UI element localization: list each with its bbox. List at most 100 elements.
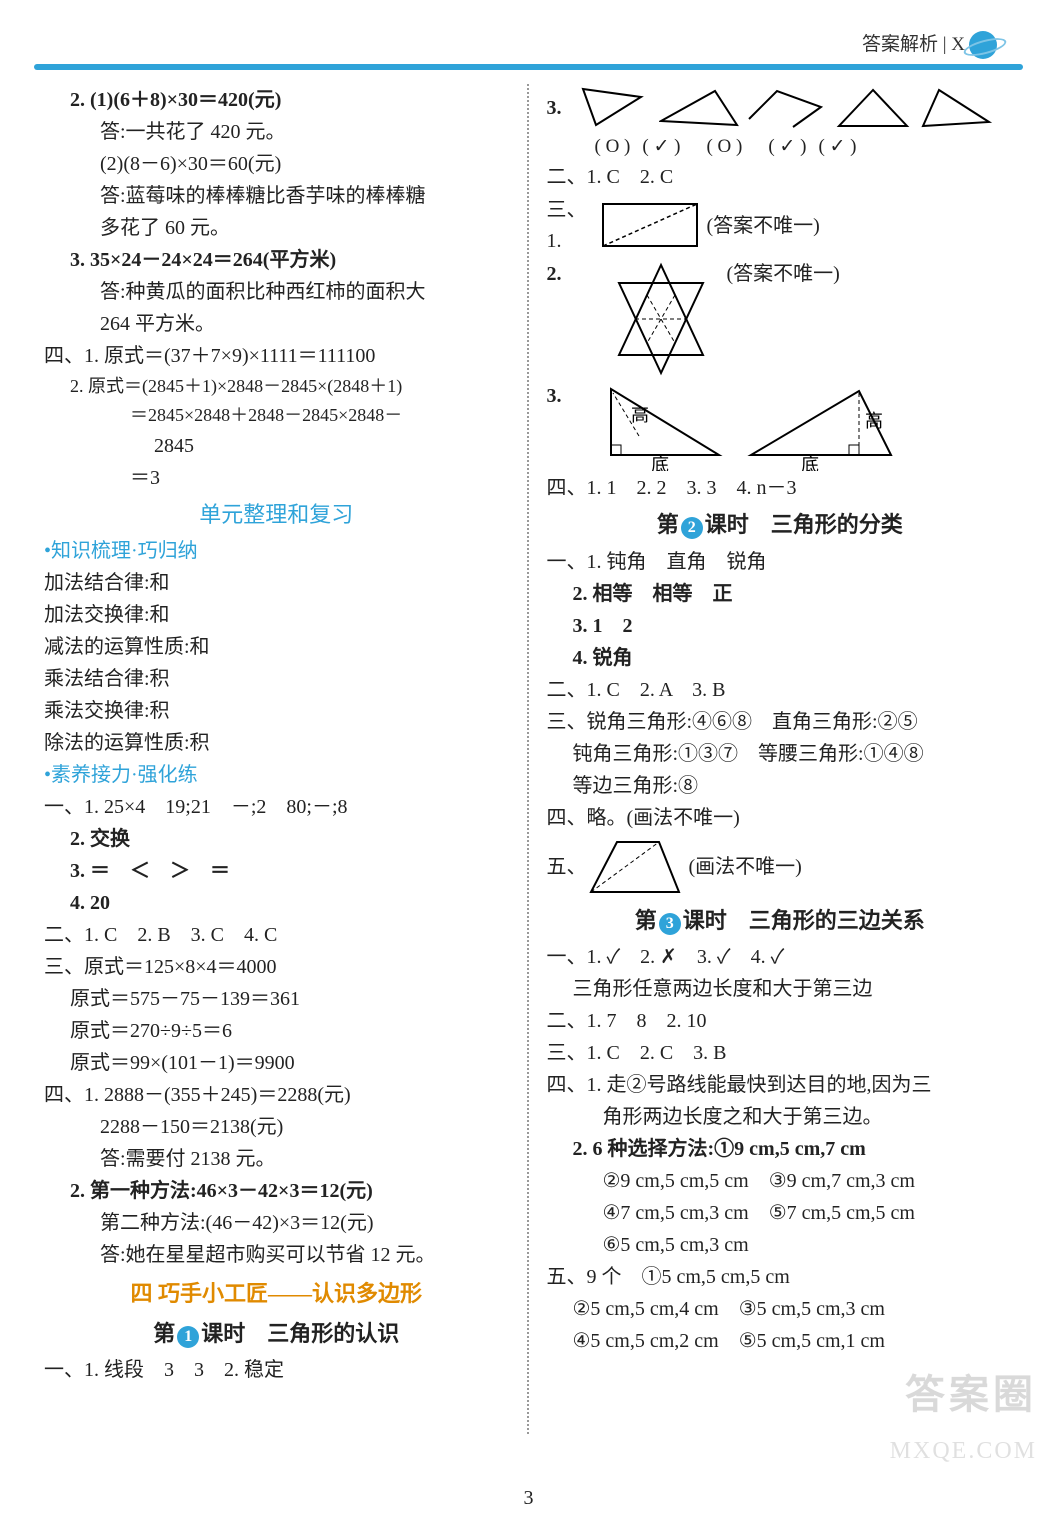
triangle-icon — [835, 86, 913, 130]
text: 乘法结合律:积 — [44, 664, 509, 695]
unit-title: 单元整理和复习 — [44, 498, 509, 532]
text: 原式＝99×(101－1)＝9900 — [44, 1048, 509, 1079]
triangles-row: 3. — [547, 86, 1014, 130]
lesson-prefix: 第 — [657, 512, 679, 537]
text: 2. 第一种方法:46×3－42×3＝12(元) — [44, 1176, 509, 1207]
text: (2)(8－6)×30＝60(元) — [44, 149, 509, 180]
label-gao: 高 — [631, 405, 649, 425]
text: 答:她在星星超市购买可以节省 12 元。 — [44, 1240, 509, 1271]
triangle-icon — [581, 87, 653, 129]
text: 五、9 个 ①5 cm,5 cm,5 cm — [547, 1262, 1014, 1293]
star-hexagram-icon — [601, 259, 721, 379]
text: 答:种黄瓜的面积比种西红柿的面积大 — [44, 277, 509, 308]
text: 第二种方法:(46－42)×3＝12(元) — [44, 1208, 509, 1239]
mark: ( ✓ ) — [642, 132, 680, 161]
text: 答:蓝莓味的棒棒糖比香芋味的棒棒糖 — [44, 181, 509, 212]
text: 2. (1)(6＋8)×30＝420(元) — [44, 85, 509, 116]
text: 一、1. ✓ 2. ✗ 3. ✓ 4. ✓ — [547, 942, 1014, 973]
text: 四、1. 2888－(355＋245)＝2288(元) — [44, 1080, 509, 1111]
star-answer: 2. (答案不唯一) — [547, 259, 1014, 379]
text: 除法的运算性质:积 — [44, 728, 509, 759]
circle-num-icon: 2 — [681, 517, 703, 539]
text: 3. ＝ ＜ ＞ ＝ — [44, 856, 509, 887]
lesson-prefix: 第 — [635, 908, 657, 933]
text: 2288－150＝2138(元) — [44, 1112, 509, 1143]
text: 一、1. 钝角 直角 锐角 — [547, 547, 1014, 578]
left-column: 2. (1)(6＋8)×30＝420(元) 答:一共花了 420 元。 (2)(… — [34, 84, 529, 1434]
text: 三、1. C 2. C 3. B — [547, 1038, 1014, 1069]
text: 答:一共花了 420 元。 — [44, 117, 509, 148]
text: 二、1. C 2. A 3. B — [547, 675, 1014, 706]
lesson-suffix: 课时 三角形的三边关系 — [683, 908, 925, 933]
text: 一、1. 25×4 19;21 －;2 80;－;8 — [44, 792, 509, 823]
label: 2. — [547, 259, 595, 290]
circle-num-icon: 1 — [177, 1326, 199, 1348]
text: 四、略。(画法不唯一) — [547, 803, 1014, 834]
rect-diagonal-icon — [601, 202, 701, 250]
text: 原式＝270÷9÷5＝6 — [44, 1016, 509, 1047]
triangle-icon — [919, 86, 993, 130]
text: 等边三角形:⑧ — [547, 771, 1014, 802]
lesson2-title: 第2课时 三角形的分类 — [547, 508, 1014, 542]
text: 三、原式＝125×8×4＝4000 — [44, 952, 509, 983]
text: ⑥5 cm,5 cm,3 cm — [547, 1230, 1014, 1261]
planet-icon — [969, 31, 997, 59]
text: ＝2845×2848＋2848－2845×2848－ — [44, 402, 509, 430]
note: (答案不唯一) — [707, 211, 820, 242]
label: 三、1. — [547, 195, 595, 257]
header-divider — [34, 64, 1023, 70]
text: 4. 锐角 — [547, 643, 1014, 674]
text: 二、1. 7 8 2. 10 — [547, 1006, 1014, 1037]
mark: ( O ) — [706, 132, 742, 161]
text: 加法结合律:和 — [44, 568, 509, 599]
triangle-icon — [659, 87, 741, 129]
text: 2. 交换 — [44, 824, 509, 855]
q3-label: 3. — [547, 93, 575, 124]
mark: ( ✓ ) — [818, 132, 856, 161]
text: 答:需要付 2138 元。 — [44, 1144, 509, 1175]
lesson-suffix: 课时 三角形的认识 — [201, 1321, 399, 1346]
chapter-title: 四 巧手小工匠——认识多边形 — [44, 1277, 509, 1311]
lesson1-title: 第1课时 三角形的认识 — [44, 1317, 509, 1351]
marks-row: ( O ) ( ✓ ) ( O ) ( ✓ ) ( ✓ ) — [547, 132, 1014, 161]
text: ④7 cm,5 cm,3 cm ⑤7 cm,5 cm,5 cm — [547, 1198, 1014, 1229]
text: ＝3 — [44, 463, 509, 494]
text: 3. 1 2 — [547, 611, 1014, 642]
text: 2. 原式＝(2845＋1)×2848－2845×(2848＋1) — [44, 373, 509, 401]
label-di: 底 — [801, 455, 819, 471]
subsection: •素养接力·强化练 — [44, 760, 509, 791]
text: 原式＝575－75－139＝361 — [44, 984, 509, 1015]
right-column: 3. ( O ) ( ✓ ) ( O ) ( ✓ ) ( ✓ ) 二、1. C … — [529, 84, 1024, 1434]
text: 二、1. C 2. C — [547, 162, 1014, 193]
lesson-prefix: 第 — [153, 1321, 175, 1346]
note: (画法不唯一) — [689, 852, 802, 883]
label: 3. — [547, 381, 595, 412]
text: 角形两边长度之和大于第三边。 — [547, 1102, 1014, 1133]
mark: ( O ) — [595, 132, 631, 161]
pentagon-icon — [587, 836, 683, 900]
mark: ( ✓ ) — [768, 132, 806, 161]
label-gao: 高 — [865, 411, 883, 431]
circle-num-icon: 3 — [659, 913, 681, 935]
text: 加法交换律:和 — [44, 600, 509, 631]
lesson-suffix: 课时 三角形的分类 — [705, 512, 903, 537]
shape-icon — [747, 87, 829, 129]
watermark-text: 答案圈 — [905, 1364, 1037, 1426]
text: 多花了 60 元。 — [44, 213, 509, 244]
text: 4. 20 — [44, 888, 509, 919]
text: 四、1. 原式＝(37＋7×9)×1111＝111100 — [44, 341, 509, 372]
text: 四、1. 1 2. 2 3. 3 4. n－3 — [547, 473, 1014, 504]
text: 二、1. C 2. B 3. C 4. C — [44, 920, 509, 951]
text: 乘法交换律:积 — [44, 696, 509, 727]
text: 264 平方米。 — [44, 309, 509, 340]
header-label: 答案解析 | X — [862, 30, 965, 59]
text: 2. 6 种选择方法:①9 cm,5 cm,7 cm — [547, 1134, 1014, 1165]
text: 三、锐角三角形:④⑥⑧ 直角三角形:②⑤ — [547, 707, 1014, 738]
text: ②9 cm,5 cm,5 cm ③9 cm,7 cm,3 cm — [547, 1166, 1014, 1197]
watermark-url: MXQE.COM — [890, 1433, 1037, 1470]
text: ④5 cm,5 cm,2 cm ⑤5 cm,5 cm,1 cm — [547, 1326, 1014, 1357]
text: 2. 相等 相等 正 — [547, 579, 1014, 610]
height-triangles: 3. 高 底 高 底 — [547, 381, 1014, 471]
text: 3. 35×24－24×24＝264(平方米) — [44, 245, 509, 276]
text: 减法的运算性质:和 — [44, 632, 509, 663]
